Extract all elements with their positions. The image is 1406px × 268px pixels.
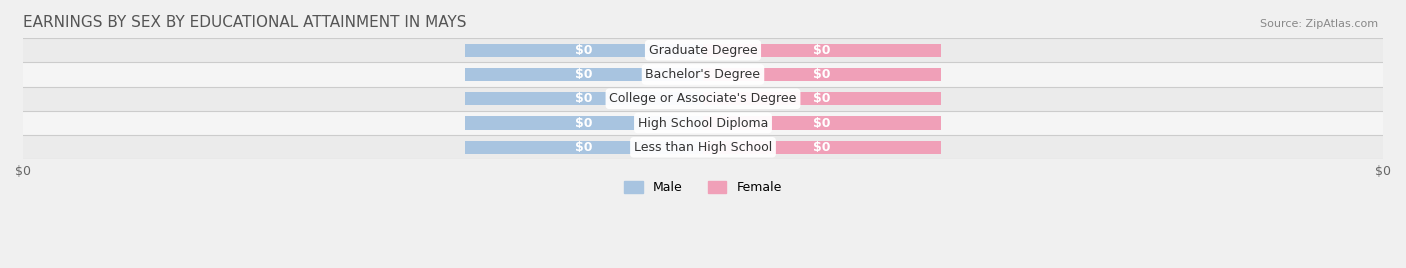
Text: $0: $0 <box>575 141 593 154</box>
Bar <box>465 68 703 81</box>
Text: EARNINGS BY SEX BY EDUCATIONAL ATTAINMENT IN MAYS: EARNINGS BY SEX BY EDUCATIONAL ATTAINMEN… <box>22 15 467 30</box>
Bar <box>703 141 941 154</box>
Text: Graduate Degree: Graduate Degree <box>648 44 758 57</box>
Text: College or Associate's Degree: College or Associate's Degree <box>609 92 797 105</box>
Text: $0: $0 <box>813 44 831 57</box>
Text: $0: $0 <box>575 44 593 57</box>
Text: $0: $0 <box>813 92 831 105</box>
Bar <box>465 92 703 105</box>
Bar <box>465 141 703 154</box>
Bar <box>703 68 941 81</box>
Bar <box>703 44 941 57</box>
Bar <box>22 135 1384 159</box>
Text: Bachelor's Degree: Bachelor's Degree <box>645 68 761 81</box>
Text: Source: ZipAtlas.com: Source: ZipAtlas.com <box>1260 19 1378 29</box>
Text: $0: $0 <box>813 68 831 81</box>
Text: $0: $0 <box>813 117 831 129</box>
Bar <box>465 116 703 130</box>
Bar <box>703 116 941 130</box>
Text: High School Diploma: High School Diploma <box>638 117 768 129</box>
Bar <box>465 44 703 57</box>
Text: $0: $0 <box>813 141 831 154</box>
Bar <box>22 111 1384 135</box>
Text: $0: $0 <box>575 68 593 81</box>
Bar <box>22 87 1384 111</box>
Bar <box>703 92 941 105</box>
Bar <box>22 38 1384 62</box>
Text: Less than High School: Less than High School <box>634 141 772 154</box>
Legend: Male, Female: Male, Female <box>619 176 787 199</box>
Text: $0: $0 <box>575 92 593 105</box>
Text: $0: $0 <box>575 117 593 129</box>
Bar <box>22 62 1384 87</box>
